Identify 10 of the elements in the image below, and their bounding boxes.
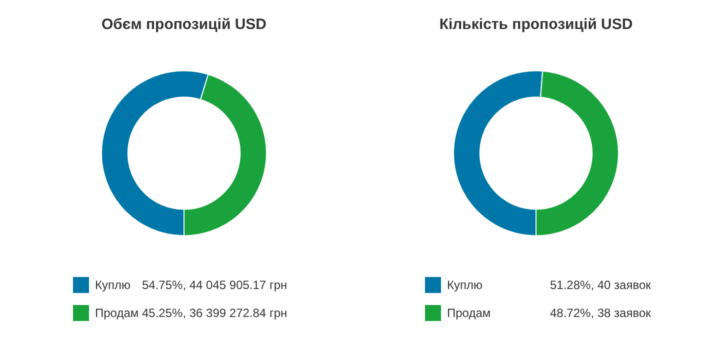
data-label: 48.72%, 38 заявок: [550, 306, 652, 320]
chart-title: Обєм пропозицій USD: [101, 16, 267, 33]
legend-label: Продам: [95, 306, 139, 320]
legend-label: Продам: [447, 306, 491, 320]
legend-label: Куплю: [447, 278, 482, 292]
data-label: 51.28%, 40 заявок: [550, 278, 652, 292]
data-label: 45.25%, 36 399 272.84 грн: [142, 306, 288, 320]
chart-title: Кількість пропозицій USD: [439, 16, 633, 33]
data-label: 54.75%, 44 045 905.17 грн: [142, 278, 288, 292]
legend-label: Куплю: [95, 278, 130, 292]
